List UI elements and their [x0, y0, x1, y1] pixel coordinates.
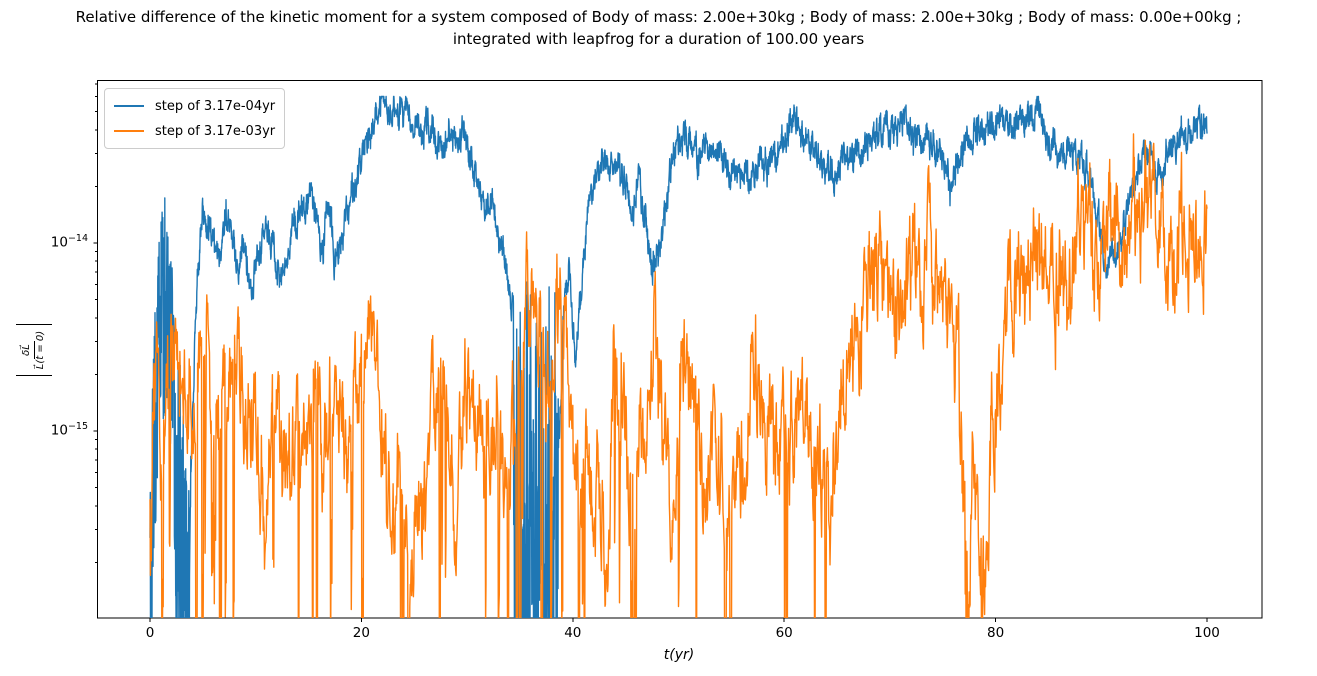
- axes-frame: [97, 80, 1263, 619]
- x-tick-label: 20: [352, 625, 370, 641]
- data-lines: [149, 95, 1208, 618]
- x-tick-label: 100: [1194, 625, 1220, 641]
- legend-label: step of 3.17e-03yr: [155, 123, 276, 139]
- x-tick-label: 0: [145, 625, 155, 641]
- y-axis-label: δL⃗ L⃗(t = 0): [6, 300, 62, 400]
- fraction-denominator: L⃗(t = 0): [34, 330, 46, 370]
- legend: step of 3.17e-04yr step of 3.17e-03yr: [104, 88, 286, 149]
- y-tick-label: 10−14: [50, 233, 88, 251]
- x-axis-label: t(yr): [663, 647, 695, 663]
- series-line-step-of-3-17e-03yr: [149, 133, 1208, 618]
- y-axis-label-fraction: δL⃗ L⃗(t = 0): [16, 323, 52, 377]
- legend-entry: step of 3.17e-04yr: [114, 96, 275, 116]
- axis-ticks: [93, 83, 1208, 622]
- legend-line-sample-orange: [114, 129, 144, 133]
- y-tick-label: 10−15: [50, 421, 88, 439]
- legend-line-sample-blue: [114, 104, 144, 108]
- x-tick-label: 40: [564, 625, 582, 641]
- fraction-numerator: δL⃗: [21, 341, 35, 359]
- legend-label: step of 3.17e-04yr: [155, 98, 276, 114]
- chart-title: Relative difference of the kinetic momen…: [75, 8, 1242, 48]
- abs-bar-left: [16, 375, 52, 377]
- x-tick-label: 60: [775, 625, 793, 641]
- series-line-step-of-3-17e-04yr: [149, 95, 1208, 618]
- fraction: δL⃗ L⃗(t = 0): [21, 328, 47, 372]
- abs-bar-right: [16, 323, 52, 325]
- x-tick-label: 80: [987, 625, 1005, 641]
- legend-entry: step of 3.17e-03yr: [114, 121, 275, 141]
